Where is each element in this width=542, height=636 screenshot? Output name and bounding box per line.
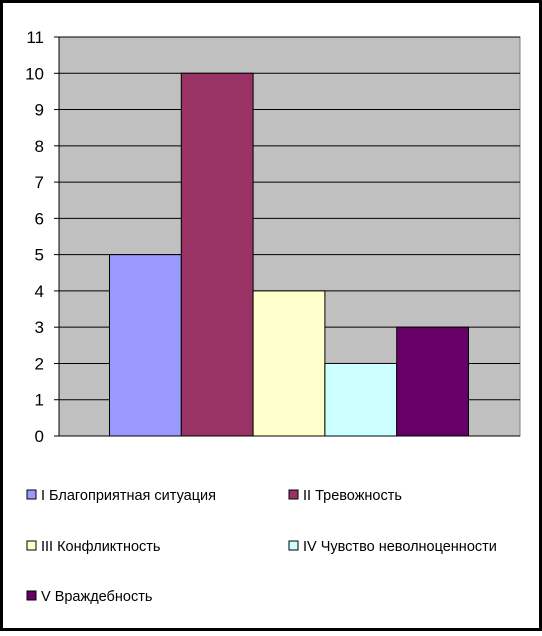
legend: I Благоприятная ситуация II Тревожность II…	[26, 488, 497, 605]
legend-label: V Враждебность	[41, 589, 152, 605]
legend-swatch	[26, 540, 37, 551]
y-tick-label: 4	[35, 282, 44, 301]
y-tick-label: 2	[35, 354, 44, 373]
axes: 0 1 2 3 4 5 6 7 8 9 10 11	[25, 28, 520, 446]
y-tick-label: 3	[35, 318, 44, 337]
legend-swatch	[26, 590, 37, 601]
legend-swatch	[26, 489, 37, 500]
bar-series-2	[180, 72, 254, 437]
legend-swatch	[288, 489, 299, 500]
y-tick-label: 0	[35, 427, 44, 446]
y-tick-label: 10	[25, 64, 44, 83]
bar-series-5	[396, 326, 470, 437]
legend-label: IV Чувство неволноценности	[303, 539, 497, 555]
legend-swatch	[288, 540, 299, 551]
bar-series-1	[109, 254, 182, 437]
y-tick-label: 6	[35, 209, 44, 228]
y-tick-label: 11	[26, 28, 44, 47]
y-tick-label: 1	[35, 391, 44, 410]
y-tick-label: 5	[35, 246, 44, 265]
y-tick-label: 8	[35, 137, 44, 156]
bar-series-4	[324, 362, 398, 437]
bar-series-3	[252, 290, 326, 437]
legend-label: I Благоприятная ситуация	[41, 488, 216, 504]
y-tick-label: 7	[35, 173, 44, 192]
bars	[109, 72, 470, 437]
y-tick-label: 9	[35, 101, 44, 120]
legend-label: II Тревожность	[303, 488, 402, 504]
legend-label: III Конфликтность	[41, 539, 160, 555]
